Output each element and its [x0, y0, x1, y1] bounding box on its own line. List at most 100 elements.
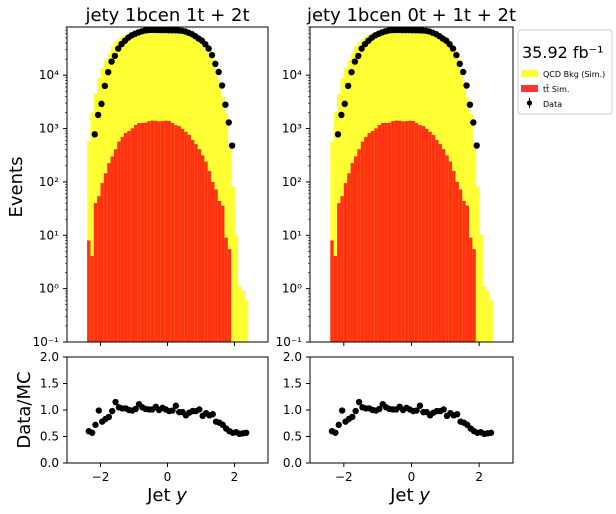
- qcd-stack-bar: [333, 112, 338, 342]
- ttbar-stack-bar: [347, 173, 351, 342]
- data-point: [334, 131, 342, 138]
- ratio-point: [112, 398, 119, 406]
- legend-label: tt̄ Sim.: [543, 84, 569, 94]
- ttbar-stack-bar: [435, 140, 439, 342]
- top-left-histogram-panel: 10⁻¹ 10⁰ 10¹ 10² 10³ 10⁴ jety 1bcen 1t + 2t: [33, 5, 269, 349]
- qcd-stack-bar: [241, 291, 245, 342]
- y-tick-label: 10⁰: [282, 282, 302, 296]
- ttbar-stack-bar: [177, 126, 182, 343]
- ttbar-stack-bar: [370, 130, 375, 342]
- ttbar-stack-bar: [227, 249, 232, 342]
- ttbar-stack-bar: [147, 121, 152, 342]
- data-point: [208, 51, 216, 59]
- ttbar-stack-bar: [377, 124, 382, 342]
- data-point: [338, 111, 345, 119]
- ratio-y-tick-label: 0.0: [283, 456, 302, 470]
- legend-marker: [526, 100, 533, 106]
- data-point: [218, 82, 226, 89]
- ttbar-stack-bar: [381, 123, 385, 342]
- ttbar-stack-bar: [441, 149, 446, 342]
- data-point: [94, 111, 102, 119]
- ratio-point: [413, 407, 420, 414]
- ttbar-stack-bar: [458, 189, 463, 342]
- ratio-point: [196, 406, 203, 413]
- ttbar-stack-bar: [221, 205, 225, 342]
- ttbar-stack-bar: [465, 205, 470, 342]
- x-tick-label: 0: [408, 470, 416, 484]
- data-point: [222, 101, 229, 108]
- ttbar-stack-bar: [350, 163, 355, 342]
- ttbar-stack-bar: [391, 121, 395, 342]
- ttbar-stack-bar: [154, 120, 158, 343]
- ratio-point: [243, 429, 250, 436]
- bottom-right-ratio-panel: 0.0 0.5 1.0 1.5 2.0 −2 0 2: [283, 350, 514, 484]
- top-right-histogram-panel: 10⁻¹ 10⁰ 10¹ 10² 10³ 10⁴ jety 1bcen 0t + 1t + …: [276, 5, 516, 349]
- ttbar-stack-bar: [445, 155, 450, 342]
- ttbar-stack-bar: [340, 196, 345, 342]
- qcd-stack-bar: [224, 113, 229, 342]
- ratio-point: [105, 413, 113, 421]
- ttbar-stack-bar: [431, 134, 436, 342]
- qcd-stack-bar: [475, 187, 480, 342]
- ratio-point: [376, 405, 383, 413]
- ttbar-stack-bar: [374, 128, 379, 342]
- y-tick-label: 10²: [39, 175, 59, 189]
- ttbar-stack-bar: [353, 156, 358, 342]
- y-tick-label: 10¹: [282, 228, 302, 242]
- ttbar-stack-bar: [408, 120, 412, 343]
- data-point: [215, 68, 222, 76]
- qcd-stack-bar: [469, 113, 473, 342]
- y-tick-label: 10⁰: [39, 282, 59, 296]
- ratio-point: [172, 402, 180, 409]
- ttbar-stack-bar: [384, 122, 389, 342]
- x-tick-label: 2: [231, 470, 239, 484]
- ttbar-stack-bar: [204, 161, 209, 342]
- x-tick-label: 0: [164, 470, 172, 484]
- data-point: [348, 68, 355, 76]
- y-tick-label: 10⁻¹: [33, 335, 60, 349]
- data-point: [473, 142, 480, 149]
- qcd-stack-bar: [244, 300, 249, 342]
- ttbar-stack-bar: [140, 122, 145, 342]
- data-point: [453, 51, 460, 59]
- ttbar-stack-bar: [187, 134, 192, 342]
- y-tick-label: 10³: [39, 122, 59, 136]
- qcd-stack-bar: [485, 291, 490, 342]
- legend-label: QCD Bkg (Sim.): [543, 70, 605, 79]
- ratio-point: [209, 411, 216, 418]
- ttbar-stack-bar: [360, 141, 365, 342]
- ttbar-stack-bar: [425, 128, 429, 342]
- legend-frame: [517, 29, 613, 115]
- ratio-y-tick-label: 0.5: [40, 430, 59, 444]
- ratio-point: [453, 411, 461, 418]
- ttbar-stack-bar: [462, 200, 467, 342]
- data-point: [344, 82, 352, 90]
- ttbar-stack-bar: [180, 128, 185, 342]
- ttbar-stack-bar: [93, 203, 98, 342]
- ttbar-stack-bar: [404, 121, 409, 342]
- ttbar-stack-bar: [387, 122, 392, 343]
- ttbar-stack-bar: [160, 121, 165, 342]
- ttbar-stack-bar: [100, 183, 105, 342]
- data-point: [341, 100, 348, 108]
- ttbar-stack-bar: [190, 140, 195, 342]
- ratio-y-tick-label: 1.5: [283, 377, 302, 391]
- qcd-stack-bar: [237, 286, 242, 342]
- qcd-stack-bar: [482, 286, 487, 342]
- legend-swatch: [521, 70, 538, 77]
- y-axis-label-ratio: Data/MC: [14, 371, 35, 448]
- ttbar-stack-bar: [87, 240, 91, 342]
- x-axis-label-right: Jet y: [389, 485, 430, 506]
- ttbar-stack-bar: [107, 163, 111, 342]
- ratio-point: [88, 429, 96, 436]
- ttbar-stack-bar: [197, 149, 202, 342]
- x-tick-label: 2: [475, 470, 483, 484]
- bottom-left-ratio-panel: 0.0 0.5 1.0 1.5 2.0 −2 0 2: [40, 350, 269, 484]
- ttbar-stack-bar: [469, 237, 473, 342]
- ratio-point: [335, 421, 342, 429]
- data-point: [212, 60, 219, 68]
- y-tick-label: 10³: [282, 122, 302, 136]
- ttbar-stack-bar: [455, 181, 460, 342]
- ttbar-stack-bar: [224, 237, 229, 342]
- ttbar-stack-bar: [90, 255, 95, 342]
